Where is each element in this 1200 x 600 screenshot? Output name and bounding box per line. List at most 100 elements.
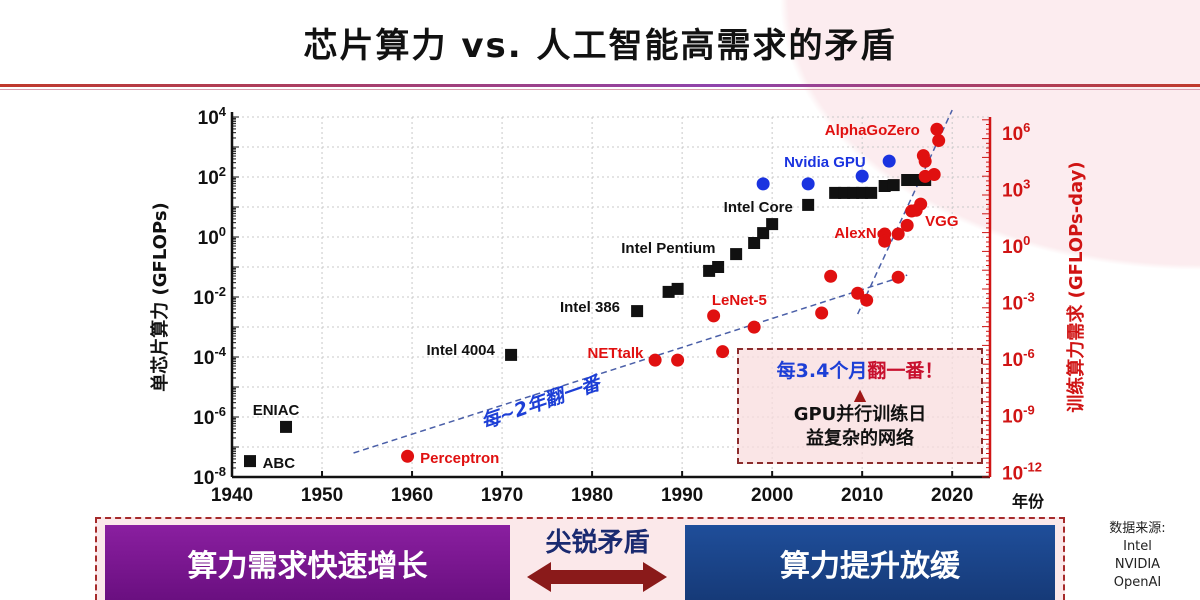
data-point-circle bbox=[855, 169, 869, 183]
data-point-square bbox=[757, 227, 770, 240]
data-point-square bbox=[856, 186, 869, 199]
callout-blue: 每3.4个月 bbox=[776, 360, 868, 382]
data-point-circle bbox=[891, 270, 905, 284]
callout-box: 每3.4个月翻一番！ ▲ GPU并行训练日 益复杂的网络 bbox=[737, 348, 983, 464]
chart: 1940 1950 1960 1970 1980 1990 2000 2010 2020 104 1… bbox=[149, 104, 1087, 511]
y-tick-label: 100 bbox=[198, 224, 226, 249]
x-tick-label: 2020 bbox=[931, 485, 973, 506]
data-point-square bbox=[901, 174, 914, 186]
data-point-square bbox=[748, 237, 761, 249]
x-tick-label: 1970 bbox=[481, 485, 523, 506]
y-right-axis-title: 训练算力需求 (GFLOPs-day) bbox=[1065, 161, 1087, 412]
annotation-label: AlexNet bbox=[834, 225, 890, 242]
y-tick-label: 10-2 bbox=[193, 284, 226, 309]
x-tick-label: 2010 bbox=[841, 485, 883, 506]
data-point-square bbox=[766, 218, 779, 231]
annotation-label: Nvidia GPU bbox=[784, 154, 866, 171]
data-point-circle bbox=[882, 154, 896, 168]
y-right-tick-label: 100 bbox=[1002, 233, 1030, 258]
double-arrow-icon bbox=[527, 562, 667, 592]
supply-box: 算力提升放缓 bbox=[685, 525, 1055, 600]
annotation-label: AlphaGoZero bbox=[825, 122, 920, 139]
annotation-label: Intel 386 bbox=[560, 299, 620, 316]
annotation-label: ENIAC bbox=[253, 402, 300, 419]
source-item: OpenAI bbox=[1113, 575, 1162, 590]
data-point-square bbox=[865, 186, 878, 199]
data-point-square bbox=[802, 198, 815, 211]
x-tick-label: 1940 bbox=[211, 485, 253, 506]
data-point-square bbox=[730, 248, 743, 261]
data-point-circle bbox=[932, 134, 946, 148]
data-point-square bbox=[878, 180, 891, 192]
annotation-label: ABC bbox=[263, 455, 296, 472]
y-tick-label: 10-6 bbox=[193, 404, 226, 429]
callout-headline: 每3.4个月翻一番！ bbox=[739, 356, 981, 383]
data-point-circle bbox=[860, 293, 874, 307]
data-point-circle bbox=[927, 167, 941, 181]
y-tick-label: 104 bbox=[198, 104, 227, 129]
y-right-tick-label: 10-9 bbox=[1002, 403, 1035, 428]
data-point-circle bbox=[851, 286, 865, 300]
annotation-label: Intel Core bbox=[724, 199, 793, 216]
data-point-square bbox=[662, 285, 675, 298]
data-point-square bbox=[631, 305, 644, 318]
x-axis-title: 年份 bbox=[1012, 492, 1045, 511]
y-tick-label: 10-4 bbox=[193, 344, 226, 369]
callout-red: 翻一番！ bbox=[867, 360, 944, 382]
data-point-square bbox=[703, 264, 716, 277]
x-tick-label: 1950 bbox=[301, 485, 343, 506]
source-label: 数据来源: bbox=[1109, 521, 1166, 536]
data-point-square bbox=[244, 455, 257, 468]
annotation-label: Intel Pentium bbox=[621, 240, 715, 257]
data-point-square bbox=[712, 261, 725, 273]
data-point-circle bbox=[878, 234, 892, 248]
y-right-tick-label: 10-3 bbox=[1002, 290, 1035, 315]
data-point-circle bbox=[900, 218, 914, 232]
data-point-circle bbox=[756, 177, 770, 191]
data-point-circle bbox=[707, 309, 721, 323]
data-point-square bbox=[847, 186, 860, 199]
data-point-circle bbox=[648, 353, 662, 367]
y-right-tick-label: 10-6 bbox=[1002, 346, 1035, 371]
y-tick-label: 102 bbox=[198, 164, 226, 189]
data-point-circle bbox=[747, 320, 761, 334]
x-tick-label: 1960 bbox=[391, 485, 433, 506]
data-point-circle bbox=[824, 269, 838, 283]
header-divider bbox=[0, 84, 1200, 87]
data-point-circle bbox=[909, 203, 923, 217]
data-point-circle bbox=[891, 227, 905, 241]
data-point-circle bbox=[930, 122, 944, 136]
annotation-label: NETtalk bbox=[588, 345, 645, 362]
data-source: 数据来源: Intel NVIDIA OpenAI bbox=[1080, 520, 1195, 592]
y-right-tick-label: 106 bbox=[1002, 120, 1030, 145]
conflict-label: 尖锐矛盾 bbox=[545, 528, 650, 558]
annotation-label: Intel 4004 bbox=[426, 342, 495, 359]
y-right-tick-label: 10-12 bbox=[1002, 459, 1042, 484]
callout-line2: 益复杂的网络 bbox=[806, 428, 914, 449]
data-point-circle bbox=[401, 449, 415, 463]
y-axis-title: 单芯片算力 (GFLOPs) bbox=[149, 202, 171, 392]
data-point-square bbox=[887, 179, 900, 192]
source-item: Intel bbox=[1123, 539, 1152, 554]
data-point-square bbox=[280, 420, 293, 433]
data-point-circle bbox=[671, 353, 685, 367]
annotation-label: VGG bbox=[925, 213, 958, 230]
annotation-label: LeNet-5 bbox=[712, 292, 767, 309]
callout-line1: GPU并行训练日 bbox=[793, 404, 927, 425]
data-point-circle bbox=[801, 177, 815, 191]
data-point-square bbox=[505, 348, 518, 361]
data-point-square bbox=[829, 186, 842, 199]
data-point-circle bbox=[815, 306, 829, 320]
data-point-circle bbox=[716, 345, 730, 359]
ai-trend-line bbox=[856, 109, 953, 315]
x-tick-label: 1980 bbox=[571, 485, 613, 506]
demand-box: 算力需求快速增长 bbox=[105, 525, 510, 600]
header-divider-thin bbox=[0, 89, 1200, 90]
y-tick-label: 10-8 bbox=[193, 464, 226, 489]
data-point-circle bbox=[918, 154, 932, 168]
data-point-square bbox=[671, 282, 684, 295]
x-tick-label: 1990 bbox=[661, 485, 703, 506]
data-point-square bbox=[838, 186, 851, 199]
x-tick-label: 2000 bbox=[751, 485, 793, 506]
slide-title: 芯片算力 vs. 人工智能高需求的矛盾 bbox=[303, 26, 897, 66]
